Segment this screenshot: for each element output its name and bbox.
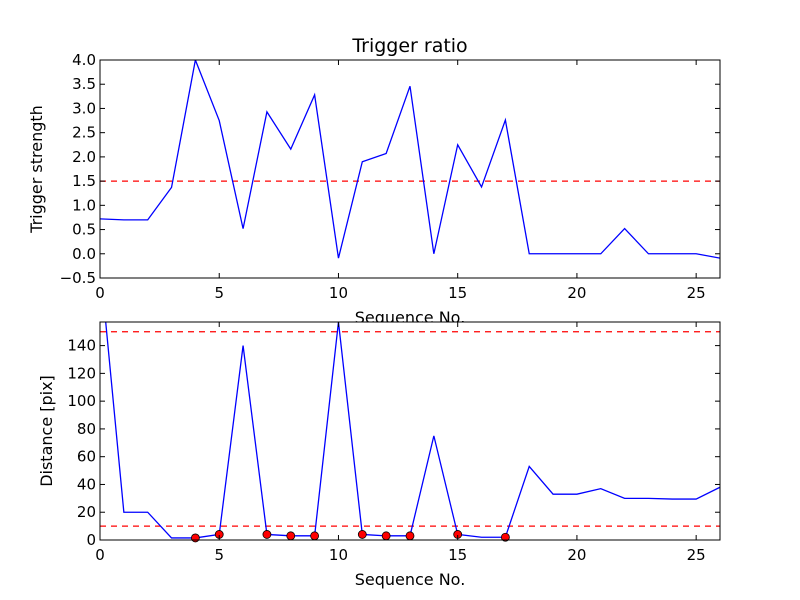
bottom-y-tick-label: 140 bbox=[67, 337, 96, 355]
top-x-tick-label: 25 bbox=[687, 284, 706, 302]
bottom-y-tick-label: 20 bbox=[77, 503, 96, 521]
top-y-tick-label: −0.5 bbox=[60, 269, 96, 287]
bottom-plot-frame bbox=[99, 321, 721, 541]
top-y-axis-label: Trigger strength bbox=[27, 105, 46, 234]
bottom-x-tick-label: 20 bbox=[567, 546, 586, 564]
top-y-tick-label: 3.0 bbox=[72, 99, 96, 117]
bottom-y-tick-label: 100 bbox=[67, 392, 96, 410]
bottom-data-marker bbox=[286, 531, 296, 541]
top-plot-frame bbox=[99, 59, 721, 279]
bottom-data-marker bbox=[190, 533, 200, 543]
top-plot-area bbox=[100, 60, 720, 278]
top-chart-title: Trigger ratio bbox=[351, 35, 467, 57]
bottom-data-marker bbox=[500, 532, 510, 542]
bottom-chart-panel: 0 5 10 15 20 25 0 20 40 60 80 100 120 140 Sequence N… bbox=[37, 321, 721, 589]
bottom-x-tick-label: 25 bbox=[687, 546, 706, 564]
top-x-tick-label: 0 bbox=[95, 284, 105, 302]
bottom-y-tick-label: 40 bbox=[77, 475, 96, 493]
bottom-y-tick-label: 0 bbox=[86, 531, 96, 549]
top-y-tick-label: 0.0 bbox=[72, 245, 96, 263]
top-y-tick-label: 2.5 bbox=[72, 124, 96, 142]
bottom-x-tick-label: 10 bbox=[329, 546, 348, 564]
top-chart-panel: 0 5 10 15 20 25 −0.5 0.0 0.5 1.0 1.5 2.0 2.5 3.0 3.5 4… bbox=[27, 35, 721, 327]
top-y-tick-label: 1.0 bbox=[72, 196, 96, 214]
bottom-data-marker bbox=[381, 531, 391, 541]
bottom-x-tick-label: 0 bbox=[95, 546, 105, 564]
top-y-tick-label: 0.5 bbox=[72, 221, 96, 239]
bottom-data-marker bbox=[262, 530, 272, 539]
bottom-y-tick-label: 120 bbox=[67, 364, 96, 382]
top-y-tick-label: 1.5 bbox=[72, 172, 96, 190]
bottom-data-marker bbox=[405, 531, 415, 541]
bottom-x-tick-label: 15 bbox=[448, 546, 467, 564]
top-x-tick-label: 15 bbox=[448, 284, 467, 302]
bottom-y-tick-label: 60 bbox=[77, 448, 96, 466]
bottom-y-axis-label: Distance [pix] bbox=[37, 375, 56, 487]
bottom-x-axis-label: Sequence No. bbox=[355, 570, 466, 589]
top-y-tick-label: 2.0 bbox=[72, 148, 96, 166]
top-y-tick-label: 3.5 bbox=[72, 75, 96, 93]
bottom-data-marker bbox=[310, 531, 320, 541]
bottom-data-marker bbox=[357, 530, 367, 539]
bottom-y-tick-label: 80 bbox=[77, 420, 96, 438]
bottom-plot-area bbox=[100, 322, 720, 540]
top-x-tick-label: 20 bbox=[567, 284, 586, 302]
top-y-tick-label: 4.0 bbox=[72, 51, 96, 69]
top-x-tick-label: 5 bbox=[214, 284, 224, 302]
top-x-tick-label: 10 bbox=[329, 284, 348, 302]
top-series-line bbox=[100, 60, 720, 259]
bottom-x-tick-label: 5 bbox=[214, 546, 224, 564]
